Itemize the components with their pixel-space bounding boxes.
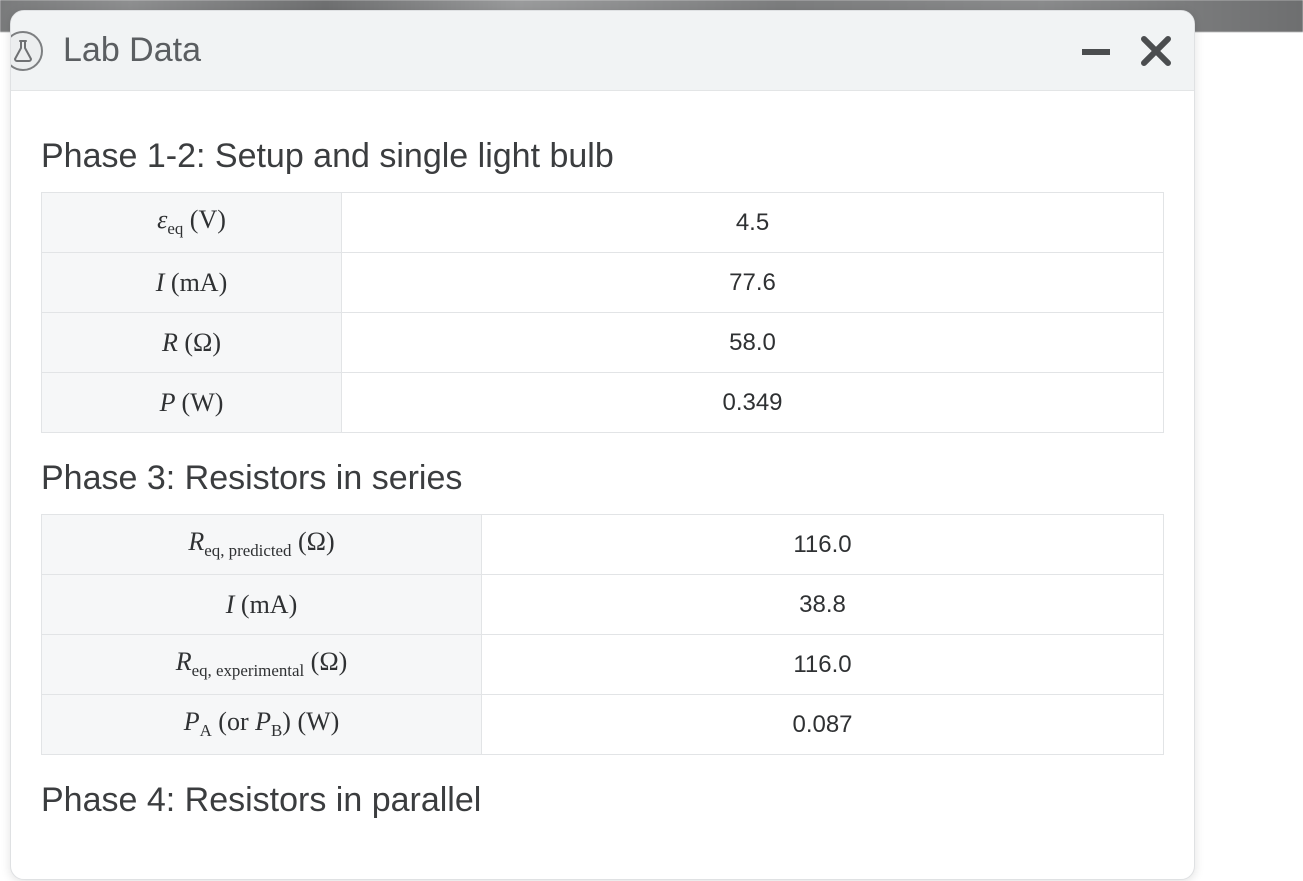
row-value-req-exp[interactable]: 116.0 [482,635,1164,695]
phase12-table: εeq (V) 4.5 I (mA) 77.6 R (Ω) 58.0 P (W)… [41,192,1164,433]
titlebar: Lab Data [11,11,1194,91]
row-value-power3[interactable]: 0.087 [482,695,1164,755]
panel-title: Lab Data [63,31,201,70]
row-label-req-pred: Req, predicted (Ω) [42,515,482,575]
row-label-emf: εeq (V) [42,193,342,253]
minimize-icon[interactable] [1078,33,1114,69]
table-row: PA (or PB) (W) 0.087 [42,695,1164,755]
row-value-power[interactable]: 0.349 [342,373,1164,433]
titlebar-left: Lab Data [11,31,1078,71]
row-value-current[interactable]: 77.6 [342,253,1164,313]
row-label-current: I (mA) [42,253,342,313]
phase3-table: Req, predicted (Ω) 116.0 I (mA) 38.8 Req… [41,514,1164,755]
row-value-resist[interactable]: 58.0 [342,313,1164,373]
panel-content: Phase 1-2: Setup and single light bulb ε… [11,91,1194,879]
table-row: I (mA) 38.8 [42,575,1164,635]
table-row: εeq (V) 4.5 [42,193,1164,253]
flask-icon [10,31,43,71]
close-icon[interactable] [1138,33,1174,69]
table-row: Req, predicted (Ω) 116.0 [42,515,1164,575]
row-value-req-pred[interactable]: 116.0 [482,515,1164,575]
table-row: R (Ω) 58.0 [42,313,1164,373]
phase12-heading: Phase 1-2: Setup and single light bulb [41,137,1164,176]
row-label-power: P (W) [42,373,342,433]
row-value-emf[interactable]: 4.5 [342,193,1164,253]
titlebar-controls [1078,33,1174,69]
row-label-power3: PA (or PB) (W) [42,695,482,755]
phase4-heading: Phase 4: Resistors in parallel [41,781,1164,820]
row-label-req-exp: Req, experimental (Ω) [42,635,482,695]
phase3-heading: Phase 3: Resistors in series [41,459,1164,498]
row-label-current3: I (mA) [42,575,482,635]
table-row: Req, experimental (Ω) 116.0 [42,635,1164,695]
table-row: I (mA) 77.6 [42,253,1164,313]
row-label-resist: R (Ω) [42,313,342,373]
row-value-current3[interactable]: 38.8 [482,575,1164,635]
lab-data-panel: Lab Data Phase 1-2: Setup and single lig… [10,10,1195,880]
table-row: P (W) 0.349 [42,373,1164,433]
